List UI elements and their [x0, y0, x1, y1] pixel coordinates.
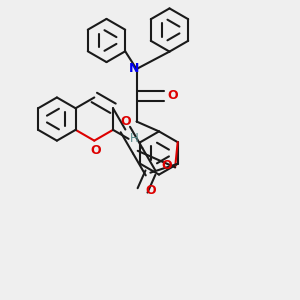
Text: O: O	[121, 115, 131, 128]
Text: N: N	[129, 62, 139, 76]
Text: H: H	[130, 132, 139, 145]
Text: O: O	[146, 184, 156, 197]
Text: O: O	[167, 89, 178, 102]
Text: O: O	[91, 144, 101, 157]
Text: O: O	[161, 159, 172, 172]
